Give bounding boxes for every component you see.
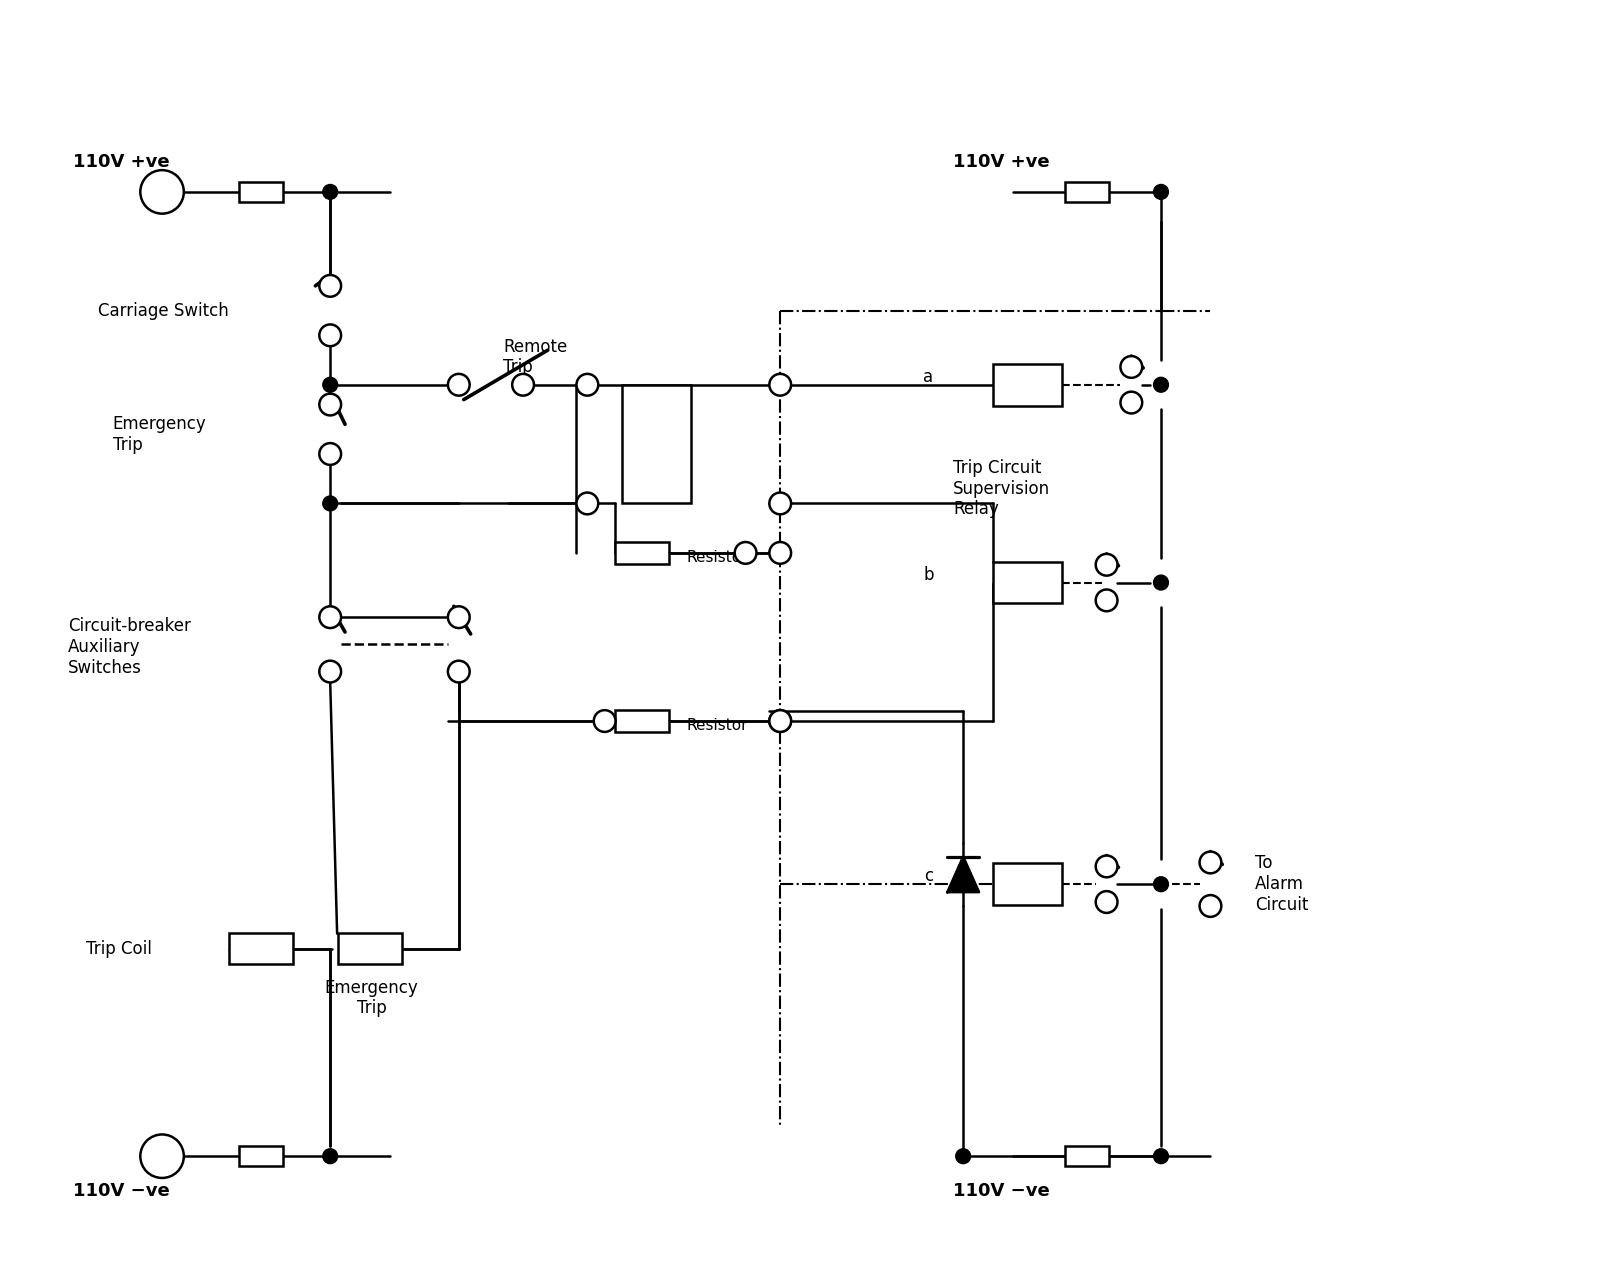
Circle shape xyxy=(512,374,534,395)
Circle shape xyxy=(141,170,184,214)
Circle shape xyxy=(594,710,616,732)
Text: b: b xyxy=(923,565,933,584)
Circle shape xyxy=(320,324,341,346)
Text: Emergency
Trip: Emergency Trip xyxy=(112,414,206,454)
Circle shape xyxy=(1096,891,1117,914)
Circle shape xyxy=(323,378,338,393)
Text: Resistor: Resistor xyxy=(686,718,747,734)
Circle shape xyxy=(770,710,790,732)
Text: Remote
Trip: Remote Trip xyxy=(504,338,568,376)
Circle shape xyxy=(1200,851,1221,873)
Text: Circuit-breaker
Auxiliary
Switches: Circuit-breaker Auxiliary Switches xyxy=(69,617,190,677)
Bar xyxy=(994,561,1062,603)
Circle shape xyxy=(576,374,598,395)
Text: Carriage Switch: Carriage Switch xyxy=(98,302,229,319)
Circle shape xyxy=(448,607,470,628)
Circle shape xyxy=(320,394,341,416)
Bar xyxy=(614,542,669,564)
Circle shape xyxy=(770,542,790,564)
Circle shape xyxy=(1096,589,1117,611)
Circle shape xyxy=(448,374,470,395)
Circle shape xyxy=(323,185,338,199)
Bar xyxy=(994,364,1062,405)
Circle shape xyxy=(320,607,341,628)
Circle shape xyxy=(320,660,341,683)
Bar xyxy=(238,182,283,201)
Text: Trip Circuit
Supervision
Relay: Trip Circuit Supervision Relay xyxy=(954,459,1051,518)
Bar xyxy=(238,1147,283,1166)
Circle shape xyxy=(1154,1149,1168,1163)
Circle shape xyxy=(770,493,790,514)
Circle shape xyxy=(323,495,338,511)
Circle shape xyxy=(1154,575,1168,590)
Text: +: + xyxy=(155,182,170,201)
Circle shape xyxy=(734,542,757,564)
Circle shape xyxy=(141,1134,184,1178)
Bar xyxy=(614,710,669,732)
Text: c: c xyxy=(925,868,933,886)
Circle shape xyxy=(1154,185,1168,199)
Text: To
Alarm
Circuit: To Alarm Circuit xyxy=(1254,854,1309,914)
Text: 110V −ve: 110V −ve xyxy=(74,1182,170,1200)
Circle shape xyxy=(1200,895,1221,917)
Circle shape xyxy=(770,374,790,395)
Bar xyxy=(229,933,293,964)
Circle shape xyxy=(955,1149,971,1163)
Text: 110V +ve: 110V +ve xyxy=(74,153,170,171)
Text: −: − xyxy=(154,1147,170,1166)
Bar xyxy=(994,863,1062,905)
Bar xyxy=(1064,1147,1109,1166)
Text: Trip Coil: Trip Coil xyxy=(86,940,152,958)
Circle shape xyxy=(1154,378,1168,393)
Text: Emergency
Trip: Emergency Trip xyxy=(325,978,419,1017)
Text: Resistor: Resistor xyxy=(686,550,747,565)
Bar xyxy=(1064,182,1109,201)
Circle shape xyxy=(320,275,341,296)
Text: 110V +ve: 110V +ve xyxy=(954,153,1050,171)
Circle shape xyxy=(1096,855,1117,877)
Bar xyxy=(338,933,402,964)
Circle shape xyxy=(323,1149,338,1163)
Text: a: a xyxy=(923,367,933,386)
Circle shape xyxy=(1096,554,1117,575)
Circle shape xyxy=(448,660,470,683)
Circle shape xyxy=(320,443,341,465)
Circle shape xyxy=(770,710,790,732)
Bar xyxy=(622,385,691,503)
Polygon shape xyxy=(947,856,979,892)
Text: Trip Relay: Trip Relay xyxy=(624,437,693,451)
Circle shape xyxy=(576,493,598,514)
Circle shape xyxy=(1120,392,1142,413)
Circle shape xyxy=(1120,356,1142,378)
Circle shape xyxy=(1154,877,1168,892)
Text: 110V −ve: 110V −ve xyxy=(954,1182,1050,1200)
